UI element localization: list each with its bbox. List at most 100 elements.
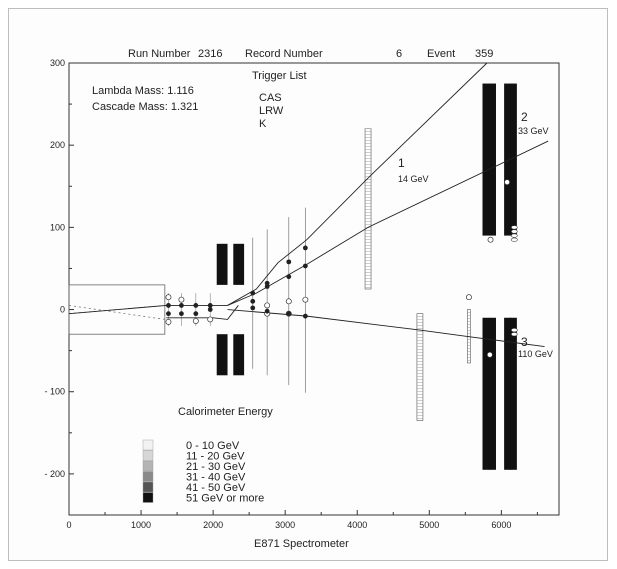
calorimeter-level-label: 41 - 50 GeV <box>186 482 246 494</box>
calorimeter-hit <box>511 225 518 230</box>
hit-open <box>165 294 172 301</box>
calorimeter-swatch <box>142 481 154 493</box>
calorimeter-hit <box>511 233 518 238</box>
tracks-layer <box>68 62 549 358</box>
y-tick-label: - 100 <box>44 387 65 397</box>
calorimeter-level-label: 51 GeV or more <box>186 493 264 505</box>
calorimeter-bar-upper <box>509 83 517 236</box>
hit-open <box>264 302 271 309</box>
hit-filled <box>264 280 270 286</box>
cascade-mass: Cascade Mass: 1.321 <box>92 101 198 113</box>
hit-open <box>504 179 511 186</box>
hit-open <box>302 296 309 303</box>
hit-open <box>486 351 493 358</box>
hit-filled <box>179 311 184 317</box>
hit-filled <box>250 305 256 311</box>
hit-filled <box>193 311 199 317</box>
lambda-mass: Lambda Mass: 1.116 <box>92 85 194 97</box>
calorimeter-swatch <box>142 450 154 461</box>
calorimeter-bar-lower <box>509 317 517 470</box>
calorimeter-swatch <box>142 471 154 482</box>
calorimeter-level-label: 11 - 20 GeV <box>186 451 245 463</box>
hit-filled <box>250 298 256 304</box>
calorimeter-bar-upper <box>482 83 490 236</box>
run-number-label: Run Number <box>128 48 191 60</box>
calorimeter-bar-lower <box>482 317 490 470</box>
track-2-energy: 33 GeV <box>518 126 549 136</box>
hit-open <box>192 318 199 325</box>
y-tick-label: - 200 <box>44 469 65 479</box>
hit-open <box>207 316 214 323</box>
calorimeter-level-label: 31 - 40 GeV <box>186 472 246 484</box>
calorimeter-swatch <box>142 492 154 503</box>
hit-open <box>285 298 292 305</box>
y-tick-label: 300 <box>50 58 65 68</box>
track-2-number: 2 <box>521 110 528 124</box>
calorimeter-swatch <box>142 460 154 472</box>
calorimeter-hit <box>511 327 518 333</box>
y-tick-label: 100 <box>50 222 65 232</box>
target-box <box>68 284 166 335</box>
hit-filled <box>179 303 184 308</box>
trigger-item-cas: CAS <box>259 92 282 104</box>
x-tick-label: 1000 <box>131 520 151 530</box>
record-number-value: 6 <box>396 48 402 60</box>
calorimeter-level-label: 21 - 30 GeV <box>186 461 246 473</box>
hit-filled <box>207 307 213 312</box>
track-1-energy: 14 GeV <box>398 174 429 184</box>
y-tick-label: 0 <box>60 305 65 315</box>
detectors-layer <box>68 83 518 470</box>
hit-open <box>465 294 472 301</box>
hit-filled <box>302 263 308 269</box>
hit-open <box>165 318 172 325</box>
calorimeter-bar-upper <box>504 83 512 236</box>
track-incoming <box>68 304 228 315</box>
track-incoming-lower <box>166 305 239 320</box>
calorimeter-hit <box>511 229 518 234</box>
calorimeter-hit <box>511 237 518 242</box>
magnet-block <box>216 243 228 285</box>
x-tick-label: 5000 <box>419 520 439 530</box>
event-value: 359 <box>475 48 493 60</box>
calorimeter-bar-lower <box>504 317 512 470</box>
hit-filled <box>264 308 270 314</box>
track-3-number: 3 <box>521 335 528 349</box>
run-number-value: 2316 <box>198 48 222 60</box>
hit-filled <box>207 303 213 308</box>
calorimeter-title: Calorimeter Energy <box>178 406 273 418</box>
event-label: Event <box>427 48 455 60</box>
hit-filled <box>286 311 292 317</box>
hit-open <box>178 296 185 303</box>
record-number-label: Record Number <box>245 48 323 60</box>
hit-filled <box>286 259 292 265</box>
magnet-block <box>233 334 245 376</box>
track-3 <box>227 309 545 347</box>
trigger-item-lrw: LRW <box>259 105 284 117</box>
y-tick-label: 200 <box>50 140 65 150</box>
x-tick-label: 4000 <box>347 520 367 530</box>
track-1-number: 1 <box>398 156 405 170</box>
trigger-item-k: K <box>259 118 267 130</box>
hit-filled <box>286 274 292 280</box>
hit-filled <box>166 311 171 317</box>
hit-filled <box>302 245 308 251</box>
calorimeter-bar-lower <box>488 317 496 470</box>
x-tick-label: 0 <box>66 520 71 530</box>
calorimeter-level-label: 0 - 10 GeV <box>186 440 240 452</box>
x-tick-label: 6000 <box>491 520 511 530</box>
trigger-list-title: Trigger List <box>252 70 307 82</box>
hit-filled <box>166 303 171 308</box>
hit-filled <box>302 313 308 319</box>
track-3-energy: 110 GeV <box>518 349 553 359</box>
x-tick-label: 2000 <box>203 520 223 530</box>
x-tick-label: 3000 <box>275 520 295 530</box>
incoming-beam-dotted <box>68 305 165 320</box>
calorimeter-swatch <box>142 439 154 451</box>
hit-open <box>487 236 494 243</box>
track-2 <box>227 140 549 306</box>
magnet-block <box>216 334 228 376</box>
calorimeter-bar-upper <box>488 83 496 236</box>
